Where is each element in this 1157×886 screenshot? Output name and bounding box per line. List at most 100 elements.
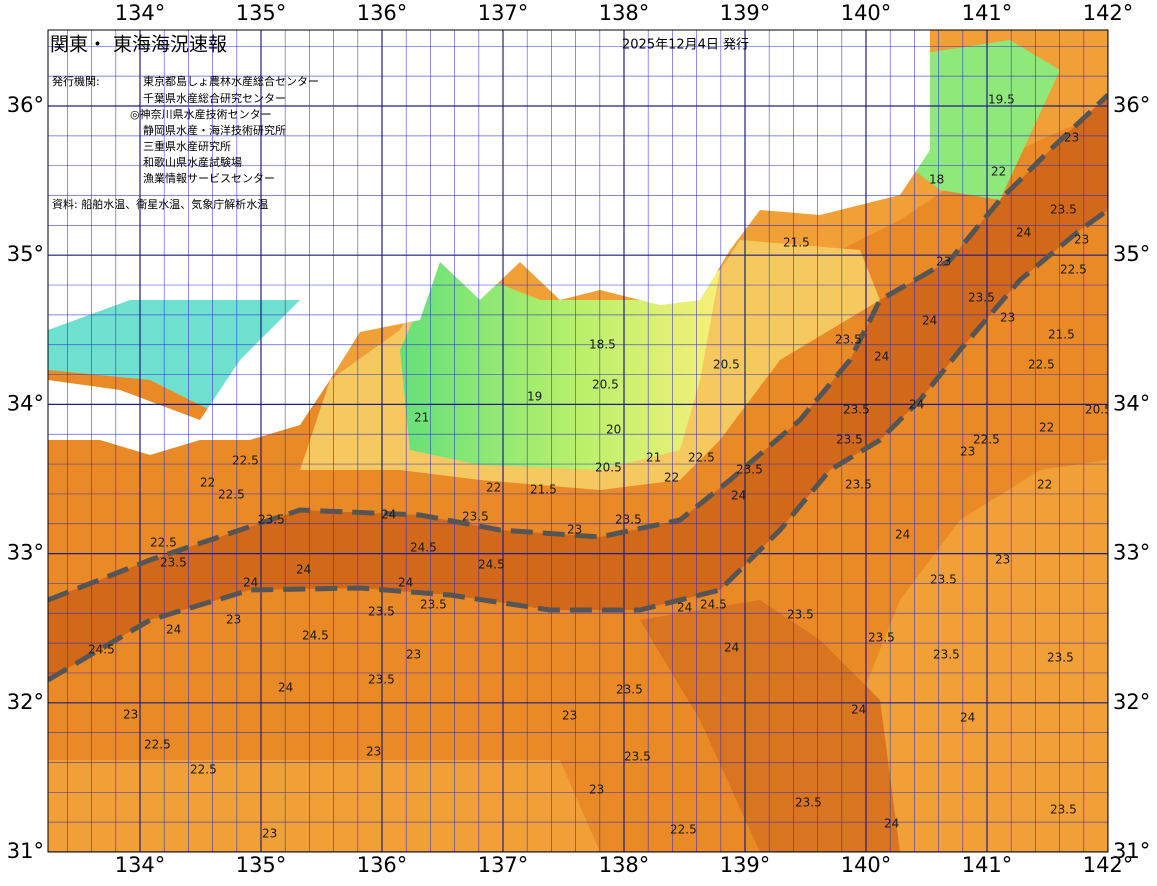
contour-label: 23.5 — [258, 513, 285, 527]
kuroshio-core — [48, 95, 1108, 680]
contour-label: 24 — [677, 601, 692, 615]
contour-label: 21.5 — [783, 236, 810, 250]
agencies-label: 発行機関: — [52, 74, 100, 88]
contour-label: 21 — [414, 411, 429, 425]
lon-label-bottom: 137° — [478, 853, 529, 877]
agency: 和歌山県水産試験場 — [143, 155, 242, 169]
data-source: 資料: 船舶水温、衛星水温、気象庁解析水温 — [52, 197, 268, 211]
contour-label: 23.5 — [420, 598, 447, 612]
agency: 漁業情報サービスセンター — [143, 171, 275, 185]
contour-label: 21 — [646, 451, 661, 465]
lat-label-left: 36° — [7, 93, 44, 117]
lat-label-left: 33° — [7, 541, 44, 565]
contour-label: 23 — [936, 255, 951, 269]
contour-label: 23.5 — [1050, 803, 1077, 817]
contour-label: 24 — [381, 508, 396, 522]
lon-label-top: 134° — [115, 1, 166, 25]
contour-label: 23.5 — [615, 513, 642, 527]
contour-label: 24 — [884, 817, 899, 831]
contour-label: 24 — [724, 641, 739, 655]
lat-label-right: 34° — [1113, 391, 1150, 415]
lat-label-right: 32° — [1113, 690, 1150, 714]
contour-label: 23 — [960, 445, 975, 459]
contour-label: 23.5 — [368, 673, 395, 687]
contour-label: 23.5 — [616, 683, 643, 697]
issue-date: 2025年12月4日 発行 — [622, 38, 749, 53]
contour-label: 20.5 — [1085, 403, 1112, 417]
contour-label: 22.5 — [232, 454, 259, 468]
contour-label: 23.5 — [736, 463, 763, 477]
lon-label-top: 138° — [599, 1, 650, 25]
lat-label-left: 35° — [7, 242, 44, 266]
header: 関東・ 東海海況速報 2025年12月4日 発行 発行機関: 東京都島しょ農林水… — [50, 34, 749, 212]
lon-label-bottom: 135° — [236, 853, 287, 877]
contour-label: 23.5 — [1050, 203, 1077, 217]
contour-label: 23 — [1064, 131, 1079, 145]
cold-water — [400, 260, 720, 470]
contour-label: 22 — [991, 165, 1006, 179]
contour-label: 23 — [995, 553, 1010, 567]
contour-label: 23.5 — [160, 556, 187, 570]
contour-label: 22.5 — [670, 823, 697, 837]
contour-label: 24 — [731, 489, 746, 503]
lon-label-bottom: 136° — [357, 853, 408, 877]
lon-label-top: 136° — [357, 1, 408, 25]
contour-label: 18 — [929, 173, 944, 187]
agency: 三重県水産研究所 — [143, 139, 231, 153]
lon-label-bottom: 140° — [841, 853, 892, 877]
contour-label: 24.5 — [88, 643, 115, 657]
contour-label: 24 — [960, 711, 975, 725]
contour-label: 21.5 — [1048, 328, 1075, 342]
contour-label: 19 — [527, 390, 542, 404]
contour-label: 24.5 — [410, 541, 437, 555]
contour-label: 23.5 — [835, 333, 862, 347]
contour-label: 24 — [922, 314, 937, 328]
contour-label: 22.5 — [1028, 358, 1055, 372]
contour-label: 23.5 — [933, 648, 960, 662]
contour-label: 20.5 — [592, 378, 619, 392]
contour-label: 23.5 — [1047, 651, 1074, 665]
lat-label-left: 32° — [7, 690, 44, 714]
contour-label: 24 — [851, 703, 866, 717]
contour-label: 24.5 — [302, 629, 329, 643]
contour-label: 23 — [262, 827, 277, 841]
contour-label: 23.5 — [787, 608, 814, 622]
contour-label: 21.5 — [530, 483, 557, 497]
contour-labels: 22.5 22 22.5 23.5 22.5 23.5 24 24 24 23.… — [88, 93, 1112, 841]
contour-label: 23.5 — [845, 478, 872, 492]
contour-label: 23.5 — [843, 403, 870, 417]
contour-label: 24 — [909, 398, 924, 412]
map-frame — [47, 29, 1109, 853]
contour-label: 22.5 — [218, 488, 245, 502]
agency: 千葉県水産総合研究センター — [143, 91, 286, 105]
lon-label-top: 142° — [1083, 1, 1134, 25]
contour-label: 24 — [398, 576, 413, 590]
lon-label-top: 139° — [720, 1, 771, 25]
kuroshio-axis-north — [48, 93, 1108, 603]
contour-label: 23 — [406, 648, 421, 662]
contour-label: 23 — [1000, 311, 1015, 325]
lon-label-top: 141° — [962, 1, 1013, 25]
warm-eddy — [640, 600, 900, 852]
contour-label: 23.5 — [795, 796, 822, 810]
contour-label: 23.5 — [462, 510, 489, 524]
lat-label-right: 36° — [1113, 93, 1150, 117]
contour-label: 23.5 — [868, 631, 895, 645]
contour-label: 22 — [200, 476, 215, 490]
contour-label: 19.5 — [988, 93, 1015, 107]
agency: 東京都島しょ農林水産総合センター — [143, 74, 319, 88]
lat-label-right: 35° — [1113, 242, 1150, 266]
contour-label: 24 — [1016, 226, 1031, 240]
lon-label-top: 140° — [841, 1, 892, 25]
contour-label: 23.5 — [368, 605, 395, 619]
contour-label: 24 — [895, 528, 910, 542]
agency: ◎神奈川県水産技術センター — [130, 107, 272, 121]
contour-label: 23.5 — [624, 750, 651, 764]
lon-label-bottom: 142° — [1083, 853, 1134, 877]
lat-label-right: 33° — [1113, 541, 1150, 565]
contour-label: 22.5 — [973, 433, 1000, 447]
contour-label: 20 — [606, 423, 621, 437]
contour-label: 22 — [486, 481, 501, 495]
contour-label: 20.5 — [595, 461, 622, 475]
